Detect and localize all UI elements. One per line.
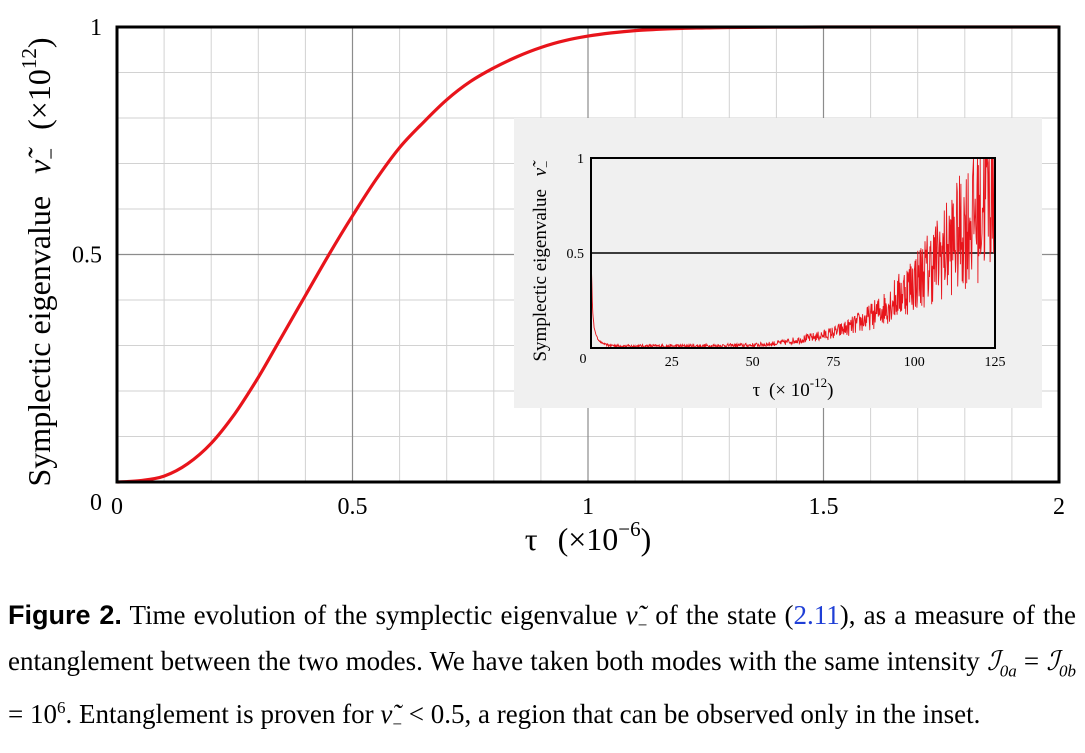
main-tick-labels: 0 0.5 1 1.5 2 0 0.5 1 (72, 15, 1065, 520)
caption-text-3: ), as a measure of the entanglement betw… (8, 600, 1076, 677)
main-y-axis-label: Symplectic eigenvalue ν̃− (×1012) (17, 38, 65, 487)
inset-x-tick-label: 0 (580, 352, 587, 367)
caption-intensity-sub-a: 0a (999, 661, 1017, 681)
inset-x-tick-label: 125 (985, 355, 1006, 370)
caption-label: Figure 2. (8, 600, 122, 630)
inset-x-tick-label: 75 (826, 355, 840, 370)
inset-y-axis-label: Symplectic eigenvalue ν̃− (530, 160, 554, 362)
inset-x-axis-exp: -12 (810, 375, 827, 390)
inset-x-tick-label: 100 (904, 355, 925, 370)
main-x-axis-close: ) (641, 521, 652, 557)
caption-value: = 10 (8, 698, 57, 729)
caption-intensity-symbol-b: ℐ (1046, 646, 1060, 677)
main-x-tick-label: 0 (111, 494, 123, 520)
main-x-tick-label: 1.5 (809, 494, 839, 520)
caption-nu-sub: − (637, 615, 648, 635)
inset-x-tick-label: 25 (665, 355, 679, 370)
main-y-tick-label: 0 (90, 490, 102, 516)
caption-intensity-sub-b: 0b (1059, 661, 1077, 681)
main-x-tick-label: 1 (582, 494, 594, 520)
main-y-axis-close: ) (21, 38, 57, 49)
caption-text-1: Time evolution of the symplectic eigenva… (129, 600, 618, 630)
inset-y-axis-sub: − (539, 160, 554, 167)
inset-x-axis-close: ) (827, 380, 833, 401)
inset-tick-labels: 0 25 50 75 100 125 0.5 1 (567, 152, 1006, 370)
figure-caption: Figure 2. Time evolution of the symplect… (8, 597, 1076, 742)
inset-y-axis-text: Symplectic eigenvalue (530, 189, 551, 362)
main-y-tick-label: 0.5 (72, 243, 102, 269)
main-y-tick-label: 1 (90, 15, 102, 41)
main-y-axis-text: Symplectic eigenvalue (21, 196, 57, 487)
caption-value-exp: 6 (56, 697, 66, 717)
inset-series-0-path (590, 157, 996, 349)
main-x-tick-label: 0.5 (338, 494, 368, 520)
inset-x-tick-label: 50 (746, 355, 760, 370)
main-plot-frame (115, 25, 1061, 484)
caption-eqref-link[interactable]: 2.11 (793, 600, 840, 630)
inset-x-axis-scale: (× 10 (769, 380, 810, 401)
caption-text-5: , a region that can be observed only in … (464, 698, 981, 729)
inset-x-axis-label: τ (× 10-12) (753, 375, 834, 401)
inset-y-tick-label: 0.5 (567, 247, 585, 262)
main-x-axis-exp: −6 (618, 517, 640, 541)
main-y-axis-sub: − (39, 148, 63, 160)
inset-plot-frame (590, 157, 996, 349)
caption-nu-symbol-2: ν̃ (380, 698, 393, 729)
caption-intensity-symbol-a: ℐ (987, 646, 1000, 677)
main-x-axis-symbol: τ (525, 521, 538, 557)
caption-threshold: < 0.5 (408, 698, 465, 729)
inset-chart: 0 25 50 75 100 125 0.5 1 τ (× 10-12) Symplectic… (514, 118, 1042, 408)
caption-text-4: . Entanglement is proven for (65, 698, 374, 729)
figure: 0 0.5 1 1.5 200.51 τ (×10−6) Symplectic eige… (17, 15, 1065, 557)
main-y-axis-scale: (×10 (21, 69, 57, 130)
caption-equals: = (1023, 646, 1040, 677)
inset-series-line (590, 157, 996, 349)
main-x-axis-label: τ (×10−6) (525, 517, 652, 557)
main-x-axis-scale: (×10 (558, 521, 619, 557)
inset-y-tick-label: 1 (577, 152, 584, 167)
main-y-axis-exp: 12 (17, 48, 41, 69)
main-x-tick-label: 2 (1053, 494, 1065, 520)
inset-x-axis-symbol: τ (753, 380, 761, 401)
caption-text-2: of the state ( (655, 600, 794, 630)
caption-nu-sub-2: − (392, 714, 402, 734)
caption-nu-symbol: ν̃ (625, 600, 638, 630)
